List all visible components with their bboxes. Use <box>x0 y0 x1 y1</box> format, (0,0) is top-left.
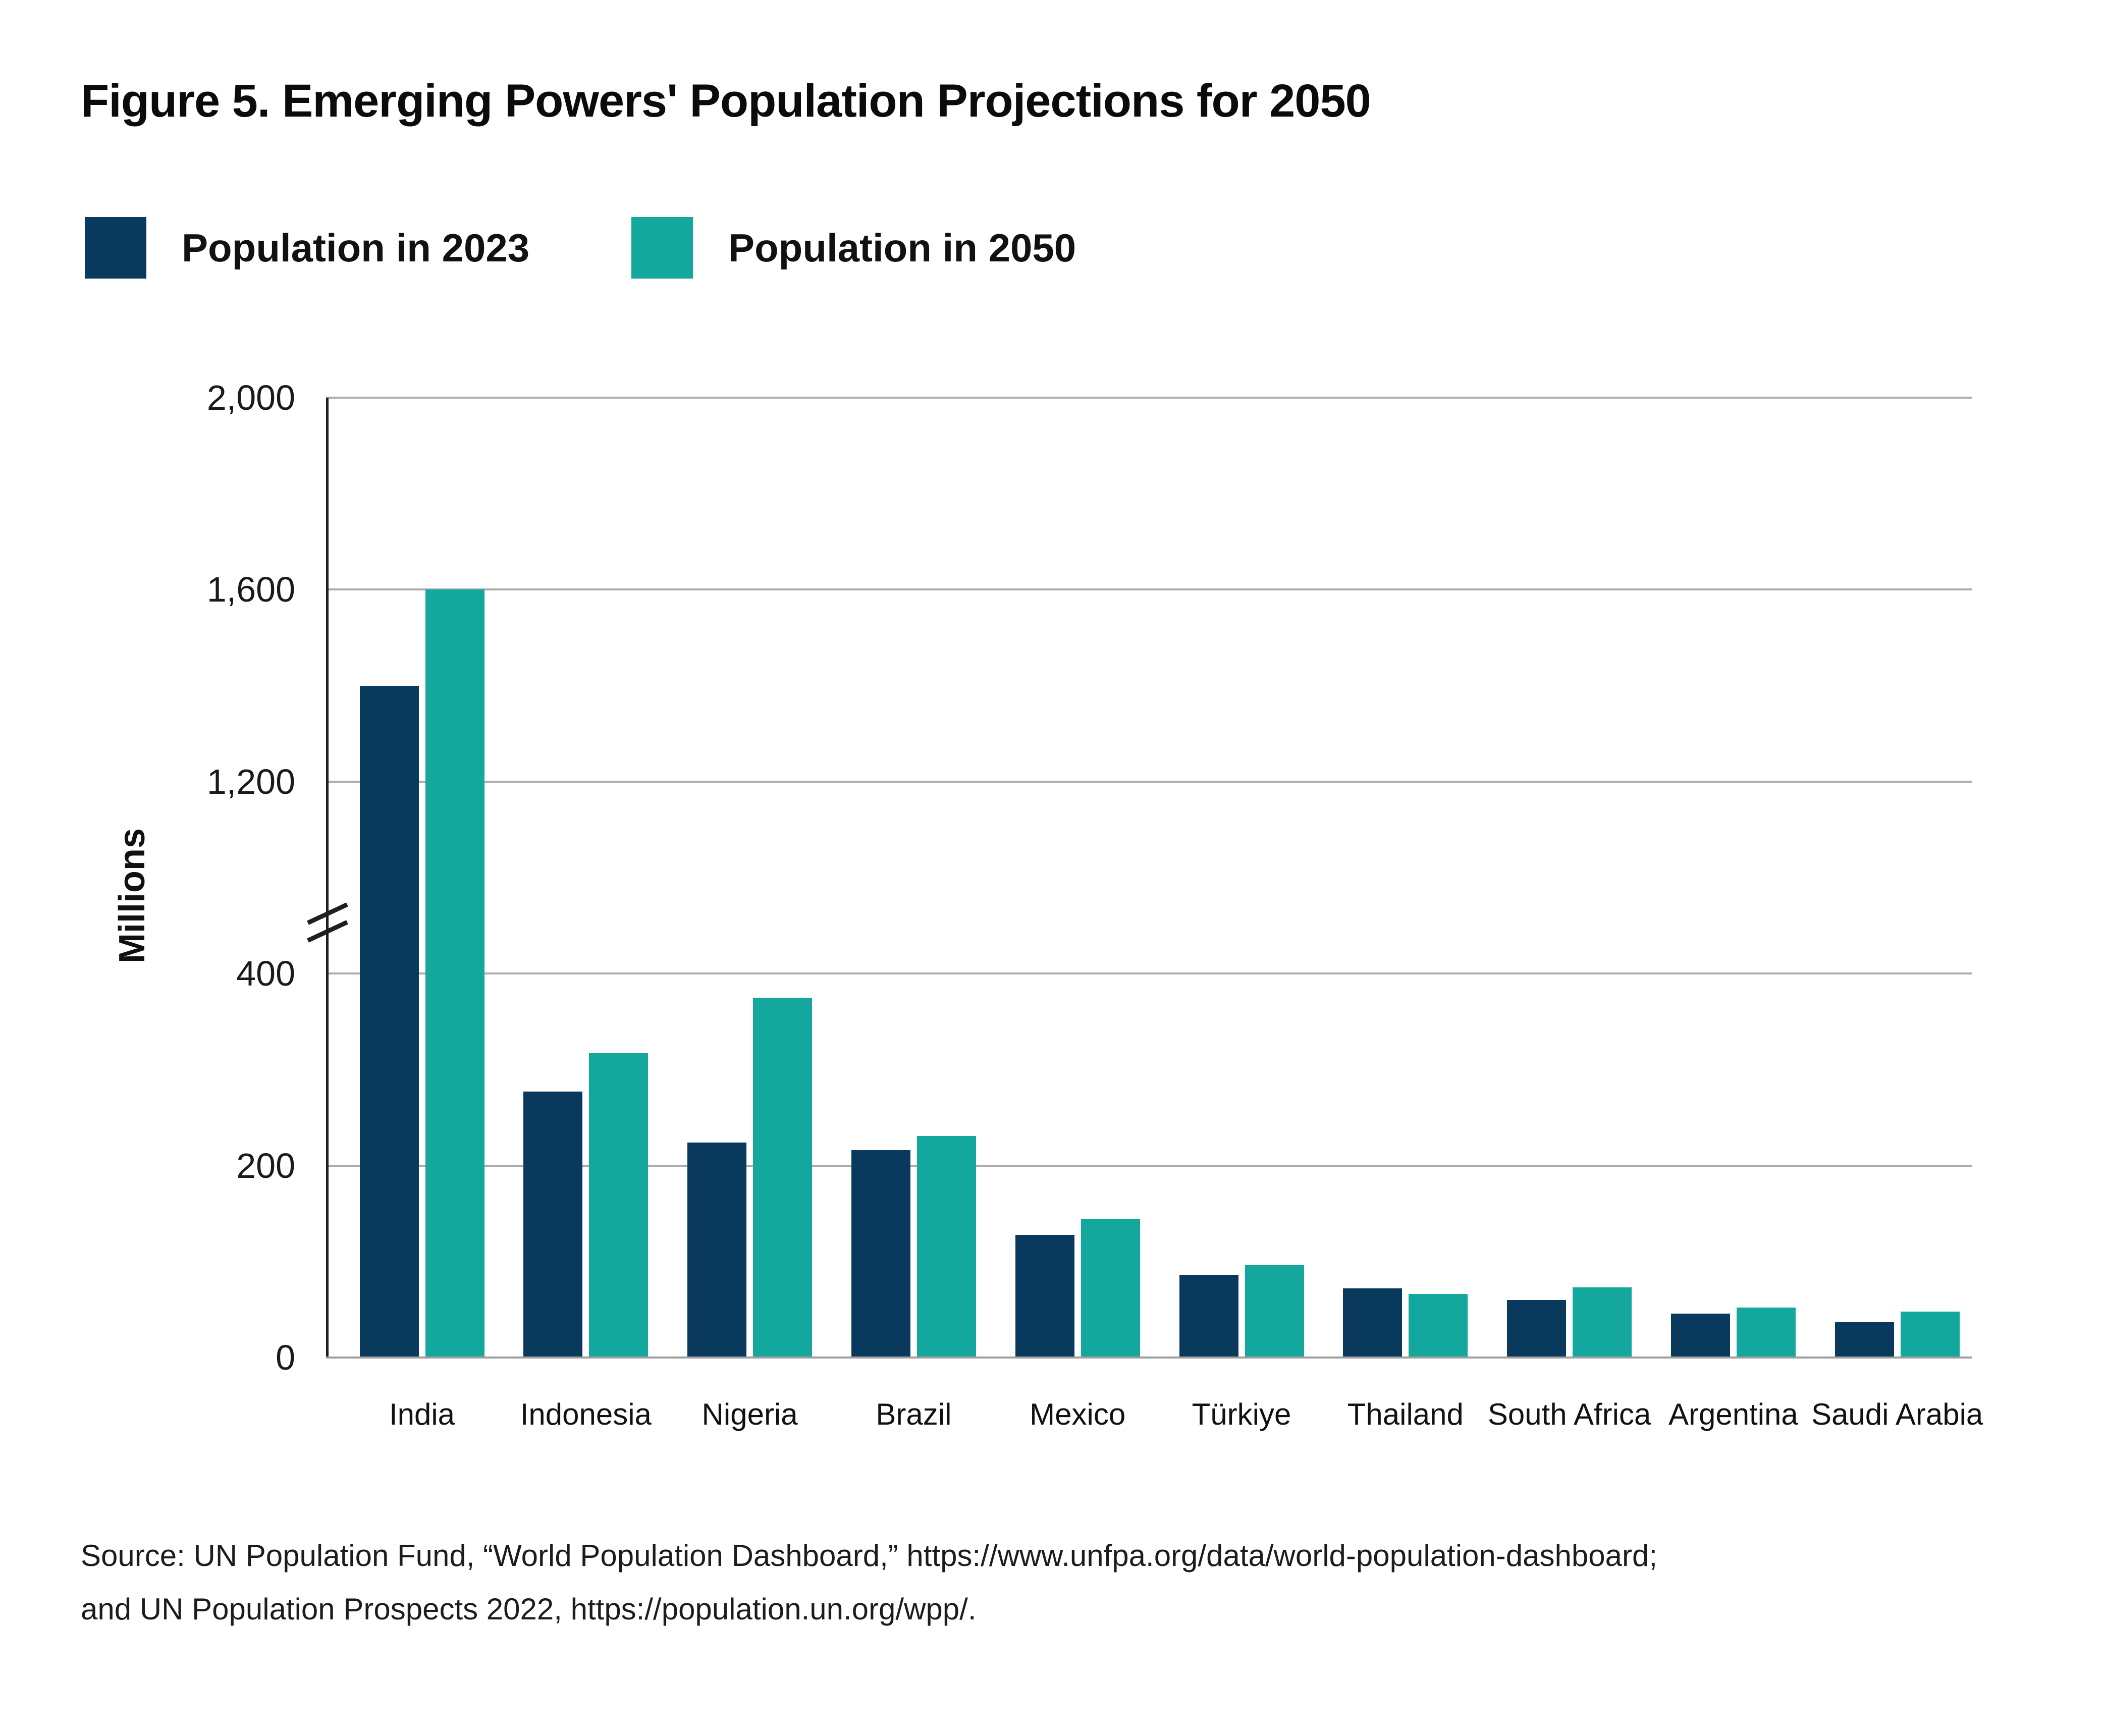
source-note: Source: UN Population Fund, “World Popul… <box>81 1529 1657 1636</box>
x-label-india: India <box>389 1397 455 1431</box>
source-line-2: and UN Population Prospects 2022, https:… <box>81 1592 977 1626</box>
bar-thailand-2023 <box>1343 1288 1403 1358</box>
y-tick-2000: 2,000 <box>206 378 295 417</box>
gridline-400 <box>326 972 1972 975</box>
x-label-argentina: Argentina <box>1668 1397 1798 1431</box>
bar-brazil-2023 <box>851 1150 910 1358</box>
legend-label-2023: Population in 2023 <box>182 225 530 270</box>
bar-t-rkiye-2023 <box>1179 1275 1238 1358</box>
legend-item-2050: Population in 2050 <box>631 217 1076 279</box>
y-tick-1600: 1,600 <box>206 570 295 610</box>
bar-south-africa-2023 <box>1507 1299 1567 1358</box>
bar-t-rkiye-2050 <box>1245 1265 1304 1358</box>
bar-india-2050 <box>425 589 484 1358</box>
bar-argentina-2050 <box>1736 1308 1796 1358</box>
bar-brazil-2050 <box>916 1135 976 1358</box>
gridline-1600 <box>326 588 1972 591</box>
legend-swatch-2050 <box>631 217 693 279</box>
y-axis-line <box>326 398 329 1358</box>
x-label-saudi-arabia: Saudi Arabia <box>1811 1397 1983 1431</box>
bar-mexico-2023 <box>1015 1234 1074 1358</box>
gridline-2000 <box>326 397 1972 399</box>
figure-title: Figure 5. Emerging Powers' Population Pr… <box>81 75 1371 127</box>
bar-indonesia-2050 <box>589 1053 649 1358</box>
bar-saudi-arabia-2023 <box>1835 1322 1894 1358</box>
y-tick-400: 400 <box>236 954 295 994</box>
legend-item-2023: Population in 2023 <box>85 217 529 279</box>
bar-mexico-2050 <box>1081 1219 1140 1358</box>
bar-nigeria-2023 <box>687 1142 747 1358</box>
x-label-thailand: Thailand <box>1347 1397 1464 1431</box>
gridline-200 <box>326 1164 1972 1167</box>
x-label-nigeria: Nigeria <box>702 1397 798 1431</box>
legend-label-2050: Population in 2050 <box>728 225 1076 270</box>
source-line-1: Source: UN Population Fund, “World Popul… <box>81 1539 1658 1572</box>
y-tick-1200: 1,200 <box>206 762 295 801</box>
gridline-0 <box>326 1357 1972 1359</box>
x-label-mexico: Mexico <box>1030 1397 1126 1431</box>
bar-india-2023 <box>359 685 419 1358</box>
bar-argentina-2023 <box>1670 1313 1730 1358</box>
x-label-south-africa: South Africa <box>1487 1397 1651 1431</box>
x-label-brazil: Brazil <box>876 1397 952 1431</box>
y-tick-200: 200 <box>236 1146 295 1185</box>
bar-saudi-arabia-2050 <box>1900 1311 1960 1358</box>
bar-indonesia-2023 <box>523 1092 583 1358</box>
gridline-1200 <box>326 780 1972 783</box>
y-axis-title: Millions <box>112 828 152 963</box>
bar-south-africa-2050 <box>1573 1287 1632 1358</box>
bar-thailand-2050 <box>1409 1294 1468 1358</box>
x-label-t-rkiye: Türkiye <box>1192 1397 1291 1431</box>
y-tick-0: 0 <box>276 1338 295 1377</box>
legend-swatch-2023 <box>85 217 146 279</box>
x-label-indonesia: Indonesia <box>520 1397 652 1431</box>
bar-nigeria-2050 <box>753 997 813 1358</box>
